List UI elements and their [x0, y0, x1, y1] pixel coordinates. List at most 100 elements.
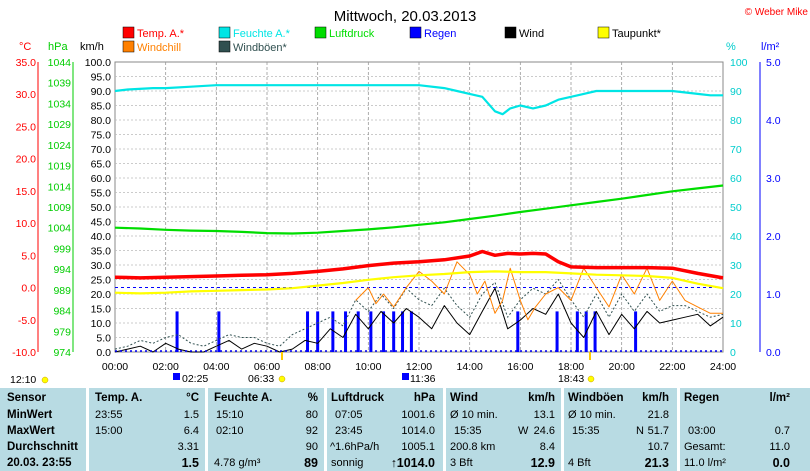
legend-entry: Luftdruck	[329, 28, 375, 40]
wind-column: Wind km/h Ø 10 min. 13.1 15:35 W 24.6 200.8 …	[446, 388, 561, 471]
rain-bar	[575, 311, 579, 352]
day-end-tick	[589, 352, 591, 360]
tick-label-humidity: 0	[730, 347, 736, 359]
windboen-avg-value: 10.7	[647, 441, 669, 453]
legend-swatch	[597, 26, 610, 39]
wind-max-time: 15:35	[454, 425, 482, 437]
sun-icon	[41, 376, 49, 384]
rain-bar	[356, 311, 360, 352]
tick-label-temp: -5.0	[18, 315, 36, 327]
marker-time-left: 12:10	[10, 374, 36, 386]
y-axis-label-humidity: %	[726, 41, 736, 53]
series-feuchte	[114, 84, 723, 116]
tick-label-wind: 0.0	[96, 347, 111, 359]
regen-column: Regen l/m² 03:00 0.7 Gesamt: 11.0 11.0 l/m²…	[680, 388, 790, 471]
tick-label-pressure: 984	[53, 306, 71, 318]
pressure-trend-arrow: ↑	[390, 456, 397, 470]
wind-avg-label: Ø 10 min.	[450, 409, 498, 421]
tick-label-temp: 30.0	[16, 89, 37, 101]
tick-label-wind: 90.0	[91, 86, 112, 98]
sensor-column: Sensor MinWert MaxWert Durchschnitt 20.0…	[0, 388, 86, 471]
feuchte-max-time: 02:10	[216, 425, 244, 437]
feuchte-unit: %	[307, 392, 318, 404]
temp-current-value: 1.5	[181, 456, 199, 470]
windboen-avg10-value: 21.8	[647, 409, 669, 421]
rain-bar	[516, 311, 520, 352]
series-luftdruck	[114, 184, 724, 235]
chart-legend: Temp. A.* Feuchte A.* Luftdruck Regen Wind Ta…	[122, 26, 662, 54]
tick-label-wind: 95.0	[91, 72, 112, 84]
windboen-column: Windböen km/h Ø 10 min. 21.8 15:35 N 51.7 10…	[564, 388, 677, 471]
wind-current-value: 12.9	[530, 456, 555, 470]
tick-label-wind: 20.0	[91, 289, 112, 301]
wind-run: 200.8 km	[450, 441, 496, 453]
tick-label-pressure: 1024	[48, 140, 72, 152]
tick-label-wind: 65.0	[91, 159, 112, 171]
rain-bar	[217, 311, 221, 352]
tick-labels: 35.0 30.0 25.0 20.0 15.0 10.0 5.0 0.0 -5.0 -10.0 1…	[12, 57, 781, 373]
tick-label-pressure: 989	[53, 285, 71, 297]
tick-label-time: 24:00	[710, 361, 736, 373]
legend-entry: Wind	[519, 28, 544, 40]
luftdruck-header: Luftdruck	[331, 392, 385, 404]
chart-title: Mittwoch, 20.03.2013	[334, 8, 477, 25]
series-wind	[114, 287, 724, 353]
tick-label-time: 00:00	[102, 361, 128, 373]
row-label-min: MinWert	[7, 409, 53, 421]
series-taupunkt	[114, 270, 724, 295]
rain-bar	[593, 311, 597, 352]
marker-time-sunrise: 02:25	[182, 373, 208, 385]
windboen-max-time: 15:35	[572, 425, 600, 437]
tick-label-time: 02:00	[153, 361, 179, 373]
day-start-tick	[281, 352, 283, 360]
regen-unit: l/m²	[769, 392, 790, 404]
luftdruck-max-value: 1014.0	[401, 425, 435, 437]
windboen-current-value: 21.3	[644, 456, 669, 470]
rain-bar	[382, 311, 386, 352]
luftdruck-unit: hPa	[413, 392, 435, 404]
tick-label-wind: 60.0	[91, 173, 112, 185]
tick-label-time: 12:00	[406, 361, 432, 373]
tick-label-rain: 1.0	[766, 289, 781, 301]
rain-bar	[331, 311, 335, 352]
legend-entry: Windböen*	[233, 42, 288, 54]
luftdruck-min-time: 07:05	[335, 409, 363, 421]
tick-label-humidity: 50	[730, 202, 742, 214]
windboen-unit: km/h	[642, 392, 669, 404]
temp-min-value: 1.5	[183, 409, 199, 421]
tick-label-time: 08:00	[305, 361, 331, 373]
rain-bar	[401, 311, 405, 352]
regen-max-time: 03:00	[688, 425, 716, 437]
rain-bar	[344, 311, 348, 352]
tick-label-pressure: 1044	[48, 57, 72, 69]
y-axis-label-pressure: hPa	[48, 41, 68, 53]
temp-max-value: 6.4	[183, 425, 199, 437]
tick-label-pressure: 1014	[48, 181, 72, 193]
legend-entry: Taupunkt*	[612, 28, 662, 40]
wind-beaufort: 3 Bft	[450, 457, 473, 469]
tick-label-time: 04:00	[203, 361, 229, 373]
tick-label-pressure: 1029	[48, 119, 72, 131]
tick-label-wind: 15.0	[91, 304, 112, 316]
sensor-header: Sensor	[7, 392, 46, 404]
row-label-max: MaxWert	[7, 425, 55, 437]
windboen-header: Windböen	[568, 392, 624, 404]
wind-header: Wind	[450, 392, 478, 404]
tick-label-time: 22:00	[659, 361, 685, 373]
tick-label-time: 18:00	[558, 361, 584, 373]
time-markers: 12:10 02:25 06:33 11:36 18:43	[10, 352, 595, 386]
series-windboen	[114, 279, 724, 350]
series-windchill	[355, 261, 723, 321]
feuchte-avg-value: 90	[305, 441, 318, 453]
tick-label-pressure: 1034	[48, 98, 72, 110]
legend-swatch	[409, 26, 422, 39]
wind-avg-value: 8.4	[539, 441, 555, 453]
tick-label-temp: 0.0	[21, 283, 36, 295]
series-temp	[114, 249, 724, 280]
legend-swatch	[122, 40, 135, 53]
tick-label-humidity: 10	[730, 318, 742, 330]
rain-bar	[555, 311, 559, 352]
tick-label-rain: 2.0	[766, 231, 781, 243]
moonset-icon	[402, 373, 409, 380]
tick-label-temp: 20.0	[16, 154, 37, 166]
